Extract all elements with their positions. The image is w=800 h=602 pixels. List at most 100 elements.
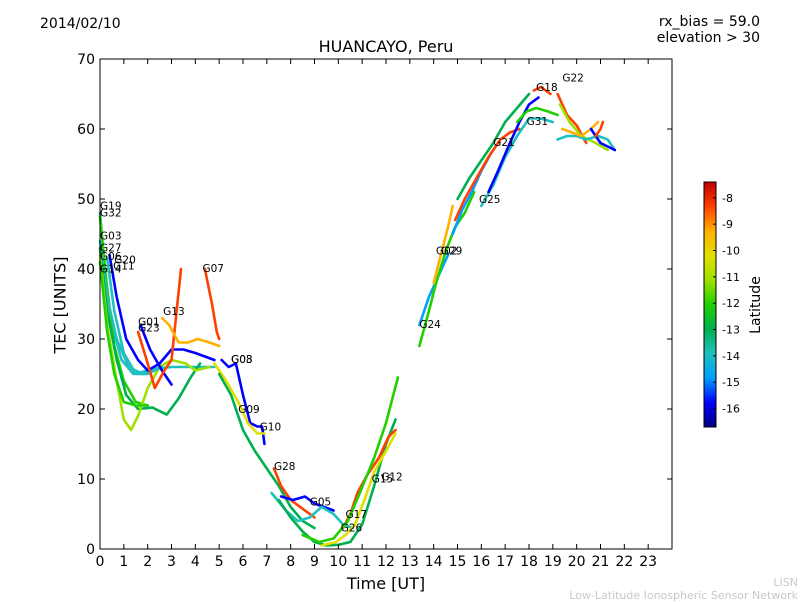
plot-background: [100, 59, 672, 549]
satellite-label-g05: G05: [310, 497, 332, 509]
x-tick-label: 5: [215, 554, 224, 570]
series-line-g18: [532, 85, 552, 96]
satellite-label-g08: G08: [231, 354, 253, 366]
colorbar-tick-label: -11: [722, 271, 740, 284]
x-tick-label: 4: [191, 554, 200, 570]
satellite-label-g29: G29: [441, 245, 463, 257]
satellite-label-g22: G22: [562, 72, 584, 84]
x-tick-label: 18: [520, 554, 538, 570]
footer-lisn: LISN: [773, 576, 798, 589]
satellite-label-g07: G07: [202, 263, 224, 275]
x-tick-label: 16: [472, 554, 490, 570]
satellite-label-g32: G32: [100, 208, 122, 220]
satellite-label-g25: G25: [479, 194, 501, 206]
series-line-g30: [487, 96, 540, 194]
colorbar-tick-label: -14: [722, 350, 740, 363]
x-tick-label: 7: [262, 554, 271, 570]
y-tick-label: 70: [77, 52, 95, 68]
colorbar-tick-label: -10: [722, 244, 740, 257]
x-tick-label: 17: [496, 554, 514, 570]
y-tick-label: 20: [77, 402, 95, 418]
series-line-g03b: [589, 127, 617, 152]
x-tick-label: 15: [449, 554, 467, 570]
series-line-g02: [432, 204, 455, 285]
y-tick-label: 10: [77, 472, 95, 488]
x-tick-label: 19: [544, 554, 562, 570]
satellite-label-g09: G09: [238, 404, 260, 416]
series-line-g05: [279, 495, 335, 512]
x-tick-label: 21: [592, 554, 610, 570]
satellite-label-layer: G19G32G03G27G06G20G11G14G01G23G13G07G03G…: [100, 72, 584, 534]
satellite-label-g20: G20: [114, 254, 136, 266]
satellite-label-g19: G19: [100, 201, 122, 213]
x-tick-label: 0: [96, 554, 105, 570]
x-tick-label: 22: [615, 554, 633, 570]
satellite-label-g26: G26: [341, 523, 363, 535]
satellite-label-g24: G24: [419, 319, 441, 331]
satellite-label-g06: G06: [100, 251, 122, 263]
y-tick-label: 30: [77, 332, 95, 348]
colorbar-tick-label: -9: [722, 218, 733, 231]
footer-network: Low-Latitude Ionospheric Sensor Network: [569, 589, 798, 602]
rx-bias-text: rx_bias = 59.0: [658, 14, 760, 30]
plot-area: [100, 59, 672, 549]
series-line-g15: [320, 432, 397, 547]
series-line-g27b: [515, 106, 559, 124]
colorbar-tick-label: -15: [722, 376, 740, 389]
satellite-label-g17: G17: [345, 509, 367, 521]
y-tick-label: 50: [77, 192, 95, 208]
series-line-g21: [453, 127, 521, 222]
series-layer: [98, 85, 617, 547]
series-line-g07: [203, 267, 221, 341]
x-tick-label: 10: [329, 554, 347, 570]
satellite-label-g14: G14: [100, 264, 122, 276]
x-tick-label: 11: [353, 554, 371, 570]
footer-credit: LISN Low-Latitude Ionospheric Sensor Net…: [569, 576, 798, 602]
colorbar-tick-label: -12: [722, 297, 740, 310]
satellite-label-g12: G12: [381, 471, 403, 483]
satellite-label-g13: G13: [163, 306, 185, 318]
x-axis-label: Time [UT]: [346, 574, 426, 593]
series-line-g09b: [556, 134, 617, 152]
series-line-g06b: [301, 376, 400, 544]
series-line-g01: [139, 323, 173, 386]
x-tick-label: 20: [568, 554, 586, 570]
series-line-g31: [479, 117, 555, 208]
x-tick-label: 6: [239, 554, 248, 570]
y-tick-label: 40: [77, 262, 95, 278]
x-tick-label: 14: [425, 554, 443, 570]
series-line-g14: [98, 260, 149, 407]
x-tick-label: 8: [286, 554, 295, 570]
satellite-label-g03: G03: [100, 231, 122, 243]
satellite-label-g10: G10: [260, 422, 282, 434]
x-tick-label: 23: [639, 554, 657, 570]
series-line-g23: [136, 267, 183, 390]
x-tick-label: 12: [377, 554, 395, 570]
series-line-g24: [418, 253, 450, 327]
colorbar-tick-label: -13: [722, 324, 740, 337]
satellite-label-g31: G31: [527, 116, 549, 128]
satellite-label-g28: G28: [274, 461, 296, 473]
satellite-label-g23: G23: [138, 322, 160, 334]
y-tick-label: 0: [86, 542, 95, 558]
series-line-g32b: [594, 120, 605, 138]
series-line-g20b: [561, 120, 600, 138]
y-tick-label: 60: [77, 122, 95, 138]
elevation-text: elevation > 30: [656, 30, 760, 46]
satellite-label-g01: G01: [138, 317, 160, 329]
x-tick-label: 1: [119, 554, 128, 570]
series-line-g10: [217, 372, 316, 530]
series-line-g29: [418, 190, 476, 348]
series-line-g08: [220, 358, 266, 446]
colorbar-tick-label: -16: [722, 403, 740, 416]
chart-title: HUANCAYO, Peru: [318, 37, 454, 56]
satellite-label-g03: G03: [231, 354, 253, 366]
satellite-label-g15: G15: [372, 474, 394, 486]
axes-layer: 0 1 2 3 4 5 6 7 8 9 10 11 12 13 14 15 16 17 18 19 20 21 22 2301…: [77, 52, 673, 570]
x-tick-label: 2: [143, 554, 152, 570]
plot-date: 2014/02/10: [40, 16, 121, 32]
series-line-g09: [213, 362, 266, 435]
satellite-label-g18: G18: [536, 82, 558, 94]
plot-parameters: rx_bias = 59.0 elevation > 30: [657, 14, 760, 46]
